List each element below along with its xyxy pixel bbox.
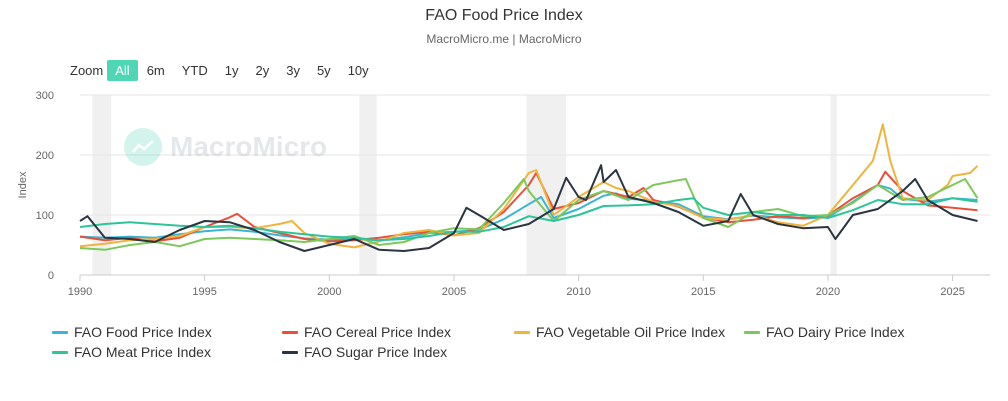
legend-swatch-1 — [282, 330, 298, 334]
zoom-button-3y[interactable]: 3y — [286, 63, 300, 78]
recession-band-1 — [359, 95, 377, 275]
legend-swatch-5 — [282, 350, 298, 354]
legend-label-0: FAO Food Price Index — [74, 324, 212, 340]
recession-band-0 — [92, 95, 112, 275]
recession-band-2 — [526, 95, 567, 275]
series-line-1 — [79, 170, 978, 243]
y-tick-label-300: 300 — [36, 90, 54, 102]
series-line-4 — [79, 197, 978, 242]
chart-subtitle: MacroMicro.me | MacroMicro — [426, 32, 582, 46]
zoom-label: Zoom — [70, 63, 104, 78]
y-tick-label-100: 100 — [36, 210, 54, 222]
legend-item-0[interactable]: FAO Food Price Index — [52, 324, 212, 340]
x-tick-label-2000: 2000 — [317, 286, 341, 298]
series-line-5 — [79, 164, 978, 252]
legend-swatch-0 — [52, 330, 68, 334]
legend-swatch-4 — [52, 350, 68, 354]
x-tick-label-2025: 2025 — [940, 286, 964, 298]
x-tick-label-2015: 2015 — [691, 286, 715, 298]
x-tick-label-1990: 1990 — [68, 286, 92, 298]
recession-band-3 — [830, 95, 837, 275]
legend-label-2: FAO Vegetable Oil Price Index — [536, 324, 726, 340]
zoom-button-10y[interactable]: 10y — [347, 63, 369, 78]
zoom-button-all[interactable]: All — [107, 60, 138, 81]
x-tick-label-2020: 2020 — [816, 286, 840, 298]
legend-label-5: FAO Sugar Price Index — [304, 344, 448, 360]
legend-swatch-3 — [744, 330, 760, 334]
legend-label-4: FAO Meat Price Index — [74, 344, 211, 360]
y-axis-label: Index — [17, 171, 29, 198]
legend-item-3[interactable]: FAO Dairy Price Index — [744, 324, 905, 340]
zoom-button-2y[interactable]: 2y — [255, 63, 270, 78]
y-tick-label-0: 0 — [48, 270, 54, 282]
legend-item-4[interactable]: FAO Meat Price Index — [52, 344, 211, 360]
chart-area[interactable]: 0 100 200 300 1990 1995 2000 2005 2010 2015 2020 20… — [0, 0, 1008, 320]
chart-title: FAO Food Price Index — [425, 7, 583, 24]
series-line-3 — [79, 178, 979, 251]
zoom-button-5y[interactable]: 5y — [316, 63, 331, 78]
legend-item-5[interactable]: FAO Sugar Price Index — [282, 344, 447, 360]
zoom-button-6m[interactable]: 6m — [146, 63, 165, 78]
zoom-button-ytd[interactable]: YTD — [181, 63, 208, 78]
legend-label-1: FAO Cereal Price Index — [304, 324, 452, 340]
legend-item-1[interactable]: FAO Cereal Price Index — [282, 324, 451, 340]
legend-item-2[interactable]: FAO Vegetable Oil Price Index — [514, 324, 725, 340]
y-tick-label-200: 200 — [36, 150, 54, 162]
zoom-button-1y[interactable]: 1y — [224, 63, 239, 78]
x-tick-label-2010: 2010 — [566, 286, 590, 298]
x-tick-label-2005: 2005 — [442, 286, 466, 298]
legend-swatch-2 — [514, 330, 530, 334]
x-tick-label-1995: 1995 — [192, 286, 216, 298]
legend-label-3: FAO Dairy Price Index — [766, 324, 905, 340]
zoom-bar: Zoom All 6m YTD 1y 2y 3y 5y 10y — [70, 60, 378, 81]
